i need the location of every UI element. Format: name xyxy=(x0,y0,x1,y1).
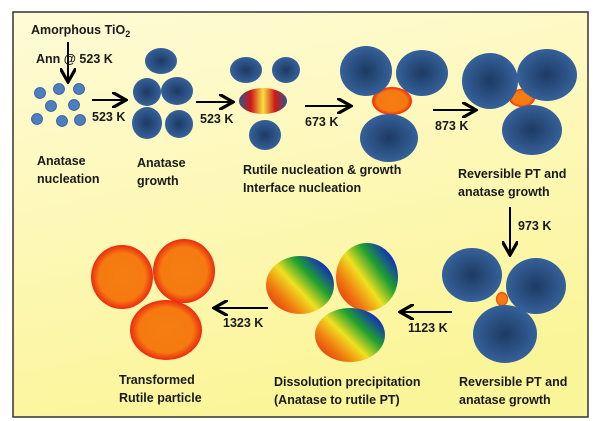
stage-1-label-2: nucleation xyxy=(37,172,100,186)
anatase-growth-particles xyxy=(132,48,193,139)
reversible-pt-particles-3 xyxy=(442,248,566,363)
transition-label-6: 1123 K xyxy=(408,321,448,335)
stage-4-label-1: Reversible PT and xyxy=(458,167,566,181)
dissolution-precipitation-particles xyxy=(266,243,398,362)
stage-2-label-1: Anatase xyxy=(137,156,186,170)
anatase-nuclei xyxy=(31,83,86,127)
rutile-nucleation-particles xyxy=(230,57,300,150)
stage-6-label-1: Dissolution precipitation xyxy=(274,375,421,389)
stage-5-label-2: anatase growth xyxy=(459,393,551,407)
stage-3-label-2: Interface nucleation xyxy=(243,181,361,195)
stage-7-label-2: Rutile particle xyxy=(119,391,202,405)
transition-label-3: 673 K xyxy=(305,115,338,129)
stage-3-label-1: Rutile nucleation & growth xyxy=(243,163,401,177)
start-label: Amorphous TiO2 xyxy=(31,23,130,39)
reversible-pt-particles-2 xyxy=(462,49,577,155)
stage-1-label-1: Anatase xyxy=(37,154,86,168)
transition-label-1: 523 K xyxy=(92,110,125,124)
stage-6-label-2: (Anatase to rutile PT) xyxy=(274,393,400,407)
transition-label-4: 873 K xyxy=(435,119,468,133)
stage-4-label-2: anatase growth xyxy=(458,185,550,199)
transition-label-2: 523 K xyxy=(200,112,233,126)
rutile-particles xyxy=(91,239,215,360)
transition-label-5: 973 K xyxy=(518,219,551,233)
transition-label-7: 1323 K xyxy=(223,316,263,330)
stage-2-label-2: growth xyxy=(137,174,179,188)
stage-7-label-1: Transformed xyxy=(119,373,195,387)
reversible-pt-particles-1 xyxy=(340,46,448,162)
stage-5-label-1: Reversible PT and xyxy=(459,375,567,389)
anneal-label: Ann @ 523 K xyxy=(36,52,113,66)
